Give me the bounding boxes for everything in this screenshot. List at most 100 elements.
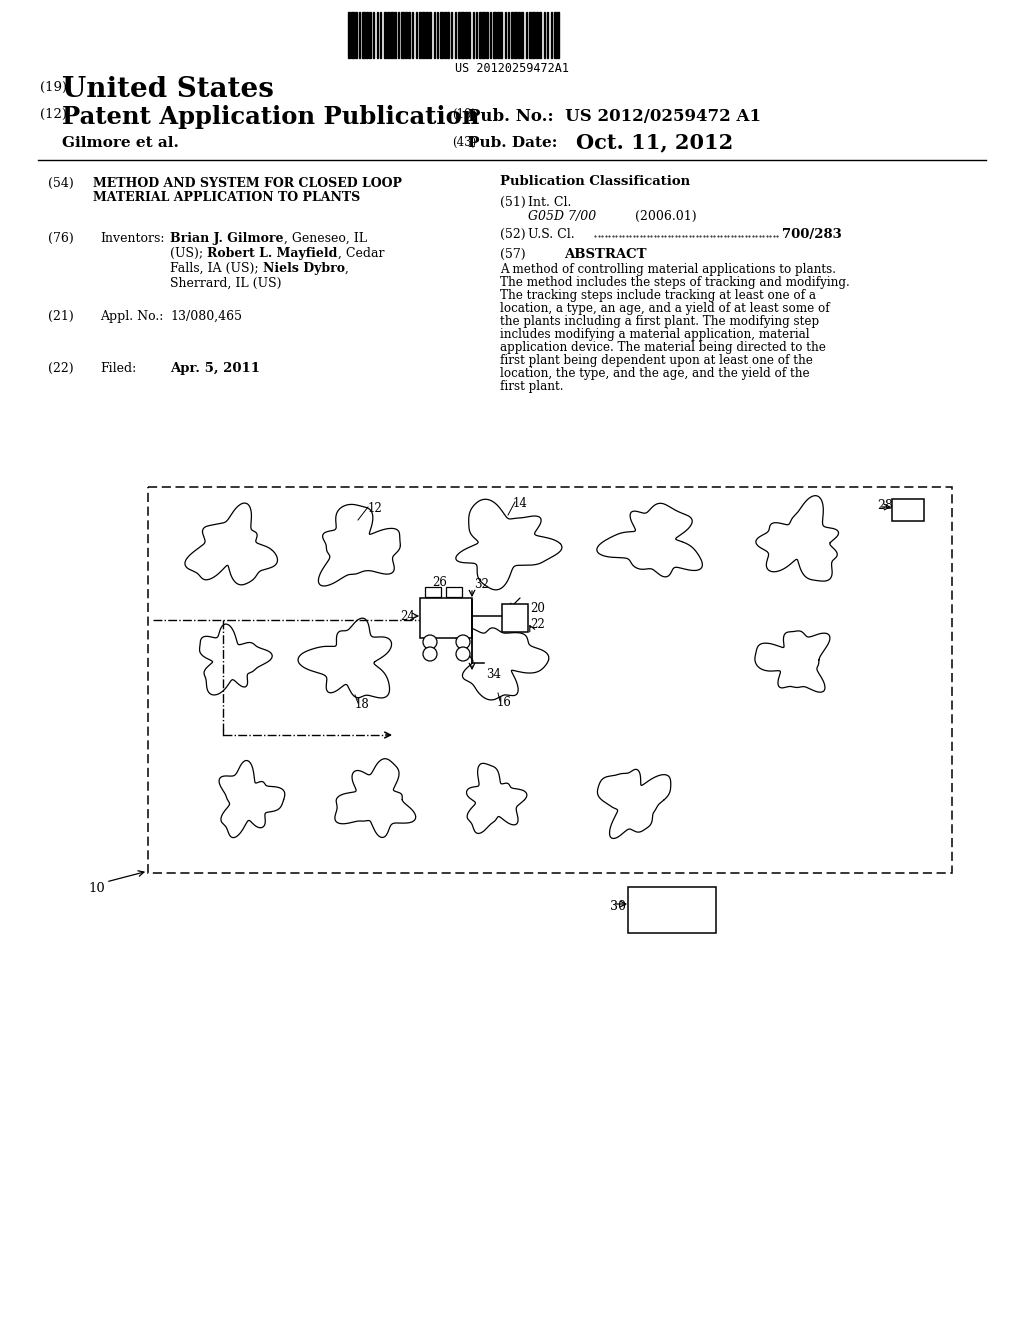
Text: (57): (57) — [500, 248, 525, 261]
Text: (43): (43) — [452, 136, 476, 149]
Text: 18: 18 — [355, 698, 370, 711]
Bar — [366, 12, 368, 58]
Text: Robert L. Mayfield: Robert L. Mayfield — [207, 247, 338, 260]
Text: 16: 16 — [497, 696, 512, 709]
Text: Oct. 11, 2012: Oct. 11, 2012 — [575, 132, 733, 152]
Bar — [425, 587, 441, 597]
Text: ,: , — [345, 261, 348, 275]
Bar — [892, 499, 924, 521]
Text: Niels Dybro: Niels Dybro — [262, 261, 345, 275]
Bar — [502, 605, 528, 632]
Bar — [444, 12, 446, 58]
Text: US 20120259472A1: US 20120259472A1 — [455, 62, 569, 75]
Bar — [497, 12, 499, 58]
Text: (19): (19) — [40, 81, 68, 94]
Bar — [554, 12, 556, 58]
Text: METHOD AND SYSTEM FOR CLOSED LOOP: METHOD AND SYSTEM FOR CLOSED LOOP — [93, 177, 402, 190]
Bar — [406, 12, 407, 58]
Text: 700/283: 700/283 — [782, 228, 842, 242]
Text: G05D 7/00: G05D 7/00 — [528, 210, 596, 223]
Circle shape — [423, 635, 437, 649]
Text: Filed:: Filed: — [100, 362, 136, 375]
Text: (52): (52) — [500, 228, 525, 242]
Text: 12: 12 — [368, 502, 383, 515]
Bar — [446, 587, 462, 597]
Text: 28: 28 — [877, 499, 893, 512]
Text: MATERIAL APPLICATION TO PLANTS: MATERIAL APPLICATION TO PLANTS — [93, 191, 360, 205]
Text: Int. Cl.: Int. Cl. — [528, 195, 571, 209]
Text: (76): (76) — [48, 232, 74, 246]
Text: The tracking steps include tracking at least one of a: The tracking steps include tracking at l… — [500, 289, 816, 302]
Text: , Cedar: , Cedar — [338, 247, 384, 260]
Bar — [387, 12, 389, 58]
Bar — [408, 12, 410, 58]
Text: Brian J. Gilmore: Brian J. Gilmore — [170, 232, 284, 246]
Text: first plant.: first plant. — [500, 380, 563, 393]
Bar — [557, 12, 559, 58]
Text: A method of controlling material applications to plants.: A method of controlling material applica… — [500, 263, 836, 276]
Text: includes modifying a material application, material: includes modifying a material applicatio… — [500, 327, 810, 341]
Bar — [422, 12, 425, 58]
Bar — [355, 12, 357, 58]
Bar — [440, 12, 443, 58]
Bar — [511, 12, 513, 58]
Text: (51): (51) — [500, 195, 525, 209]
Bar — [426, 12, 428, 58]
Bar — [482, 12, 485, 58]
Bar — [529, 12, 531, 58]
Bar — [465, 12, 467, 58]
Bar — [148, 487, 952, 873]
Text: Pub. No.:  US 2012/0259472 A1: Pub. No.: US 2012/0259472 A1 — [468, 108, 761, 125]
Text: 13/080,465: 13/080,465 — [170, 310, 242, 323]
Circle shape — [423, 647, 437, 661]
Text: (54): (54) — [48, 177, 74, 190]
Text: (12): (12) — [40, 108, 67, 121]
Text: 24: 24 — [400, 610, 415, 623]
Bar — [461, 12, 464, 58]
Text: 30: 30 — [610, 900, 626, 913]
Text: 14: 14 — [513, 498, 528, 510]
Bar — [479, 12, 481, 58]
Bar — [539, 12, 541, 58]
Text: Publication Classification: Publication Classification — [500, 176, 690, 187]
Text: (22): (22) — [48, 362, 74, 375]
Text: Pub. Date:: Pub. Date: — [468, 136, 557, 150]
Text: Apr. 5, 2011: Apr. 5, 2011 — [170, 362, 260, 375]
Text: 10: 10 — [88, 882, 104, 895]
Bar — [521, 12, 523, 58]
Text: Falls, IA (US);: Falls, IA (US); — [170, 261, 262, 275]
Text: Appl. No.:: Appl. No.: — [100, 310, 164, 323]
Bar — [348, 12, 350, 58]
Bar — [401, 12, 404, 58]
Text: U.S. Cl.: U.S. Cl. — [528, 228, 574, 242]
Bar — [628, 887, 716, 933]
Bar — [468, 12, 470, 58]
Text: (21): (21) — [48, 310, 74, 323]
Text: Inventors:: Inventors: — [100, 232, 165, 246]
Circle shape — [456, 647, 470, 661]
Bar — [362, 12, 365, 58]
Text: Gilmore et al.: Gilmore et al. — [62, 136, 179, 150]
Text: location, the type, and the age, and the yield of the: location, the type, and the age, and the… — [500, 367, 810, 380]
Bar — [518, 12, 520, 58]
Text: location, a type, an age, and a yield of at least some of: location, a type, an age, and a yield of… — [500, 302, 829, 315]
Text: (US);: (US); — [170, 247, 207, 260]
Text: 22: 22 — [530, 618, 545, 631]
Text: , Geneseo, IL: , Geneseo, IL — [284, 232, 367, 246]
Text: 26: 26 — [432, 576, 447, 589]
Text: The method includes the steps of tracking and modifying.: The method includes the steps of trackin… — [500, 276, 850, 289]
Text: first plant being dependent upon at least one of the: first plant being dependent upon at leas… — [500, 354, 813, 367]
Bar — [419, 12, 421, 58]
Bar — [429, 12, 431, 58]
Text: ABSTRACT: ABSTRACT — [564, 248, 646, 261]
Circle shape — [456, 635, 470, 649]
Bar — [420, 598, 472, 638]
Text: 20: 20 — [530, 602, 545, 615]
Text: (10): (10) — [452, 108, 476, 121]
Bar — [486, 12, 488, 58]
Bar — [384, 12, 386, 58]
Text: application device. The material being directed to the: application device. The material being d… — [500, 341, 826, 354]
Bar — [447, 12, 449, 58]
Text: the plants including a first plant. The modifying step: the plants including a first plant. The … — [500, 315, 819, 327]
Text: Sherrard, IL (US): Sherrard, IL (US) — [170, 277, 282, 290]
